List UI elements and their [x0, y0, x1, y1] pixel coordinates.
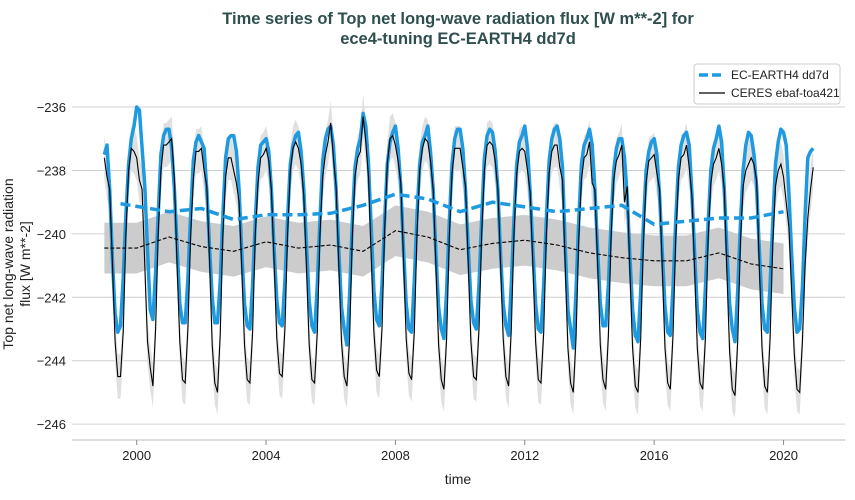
y-axis-label-line1: Top net long-wave radiation [0, 178, 16, 349]
x-axis-label: time [445, 471, 472, 487]
legend: EC-EARTH4 dd7d CERES ebaf-toa421 [693, 63, 841, 105]
y-tick-label: −240 [37, 227, 66, 242]
obs-running-mean-line [104, 230, 784, 270]
y-tick-label: −238 [37, 163, 66, 178]
axes: −236 −238 −240 −242 −244 −246 2000 2004 2008 2012… [37, 100, 845, 463]
y-tick-label: −242 [37, 290, 66, 305]
model-monthly-line [102, 105, 815, 350]
model-running-mean-line [120, 192, 784, 227]
legend-box [693, 63, 841, 105]
obs-running-mean-band [104, 205, 784, 295]
x-tick-label: 2012 [510, 448, 539, 463]
x-tick-label: 2000 [122, 448, 151, 463]
x-tick-label: 2020 [769, 448, 798, 463]
obs-monthly-spread-band [104, 94, 814, 418]
x-tick-label: 2016 [640, 448, 669, 463]
y-axis-label-line2: flux [W m**-2] [17, 221, 33, 307]
x-tick-label: 2004 [252, 448, 281, 463]
legend-label-model: EC-EARTH4 dd7d [731, 68, 829, 82]
y-tick-label: −236 [37, 100, 66, 115]
legend-label-obs: CERES ebaf-toa421 [731, 86, 840, 100]
x-tick-label: 2008 [381, 448, 410, 463]
obs-monthly-line [103, 116, 814, 396]
chart-title-line2: ece4-tuning EC-EARTH4 dd7d [340, 30, 576, 48]
lines [102, 105, 815, 396]
y-tick-label: −246 [37, 417, 66, 432]
y-tick-label: −244 [37, 354, 66, 369]
chart-title-line1: Time series of Top net long-wave radiati… [222, 10, 694, 28]
